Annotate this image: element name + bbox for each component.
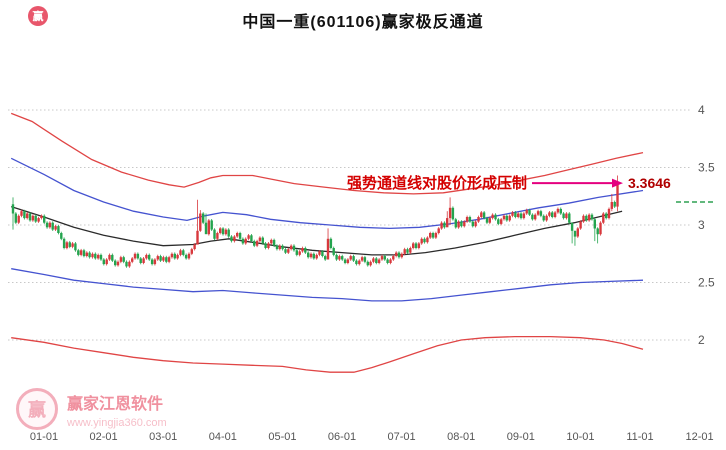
svg-text:08-01: 08-01 [447, 431, 475, 443]
svg-text:4: 4 [698, 103, 705, 117]
svg-text:12-01: 12-01 [686, 431, 714, 443]
svg-text:04-01: 04-01 [209, 431, 237, 443]
svg-text:06-01: 06-01 [328, 431, 356, 443]
svg-text:3: 3 [698, 218, 705, 232]
svg-text:2: 2 [698, 333, 705, 347]
brand-mini-logo-icon: 赢 [28, 6, 48, 26]
grid-lines [8, 109, 690, 341]
svg-text:10-01: 10-01 [566, 431, 594, 443]
candlesticks [11, 175, 619, 268]
brand-url: www.yingjia360.com [67, 416, 167, 429]
watermark: 赢 赢家江恩软件 www.yingjia360.com [16, 388, 167, 430]
svg-text:2.5: 2.5 [698, 276, 715, 290]
channel-line-lower-red [11, 335, 644, 373]
annotation-text: 强势通道线对股价形成压制 [347, 174, 527, 192]
x-axis-labels: 01-01 02-01 03-01 04-01 05-01 06-01 07-01 08-01… [30, 431, 714, 443]
brand-logo-icon: 赢 [16, 388, 58, 430]
svg-text:03-01: 03-01 [149, 431, 177, 443]
chart-title: 中国一重(601106)赢家极反通道 [242, 14, 484, 31]
svg-text:02-01: 02-01 [90, 431, 118, 443]
channel-line-upper-red [10, 112, 644, 195]
brand-name: 赢家江恩软件 [67, 395, 164, 413]
annotation-arrowhead-icon [612, 178, 623, 188]
watermark-text: 赢家江恩软件 www.yingjia360.com [67, 390, 167, 429]
svg-text:01-01: 01-01 [30, 431, 58, 443]
channel-line-upper-blue [10, 157, 644, 230]
brand-mini-logo-char: 赢 [32, 11, 44, 23]
channel-line-middle-black [11, 205, 623, 256]
svg-text:07-01: 07-01 [388, 431, 416, 443]
svg-text:3.5: 3.5 [698, 161, 715, 175]
price-label: 3.3646 [628, 175, 671, 191]
svg-text:05-01: 05-01 [268, 431, 296, 443]
svg-text:11-01: 11-01 [626, 431, 653, 443]
svg-text:09-01: 09-01 [507, 431, 535, 443]
y-axis-labels: 4 3.5 3 2.5 2 [698, 103, 715, 347]
channel-line-lower-blue [11, 268, 644, 302]
brand-logo-char: 赢 [28, 400, 46, 420]
